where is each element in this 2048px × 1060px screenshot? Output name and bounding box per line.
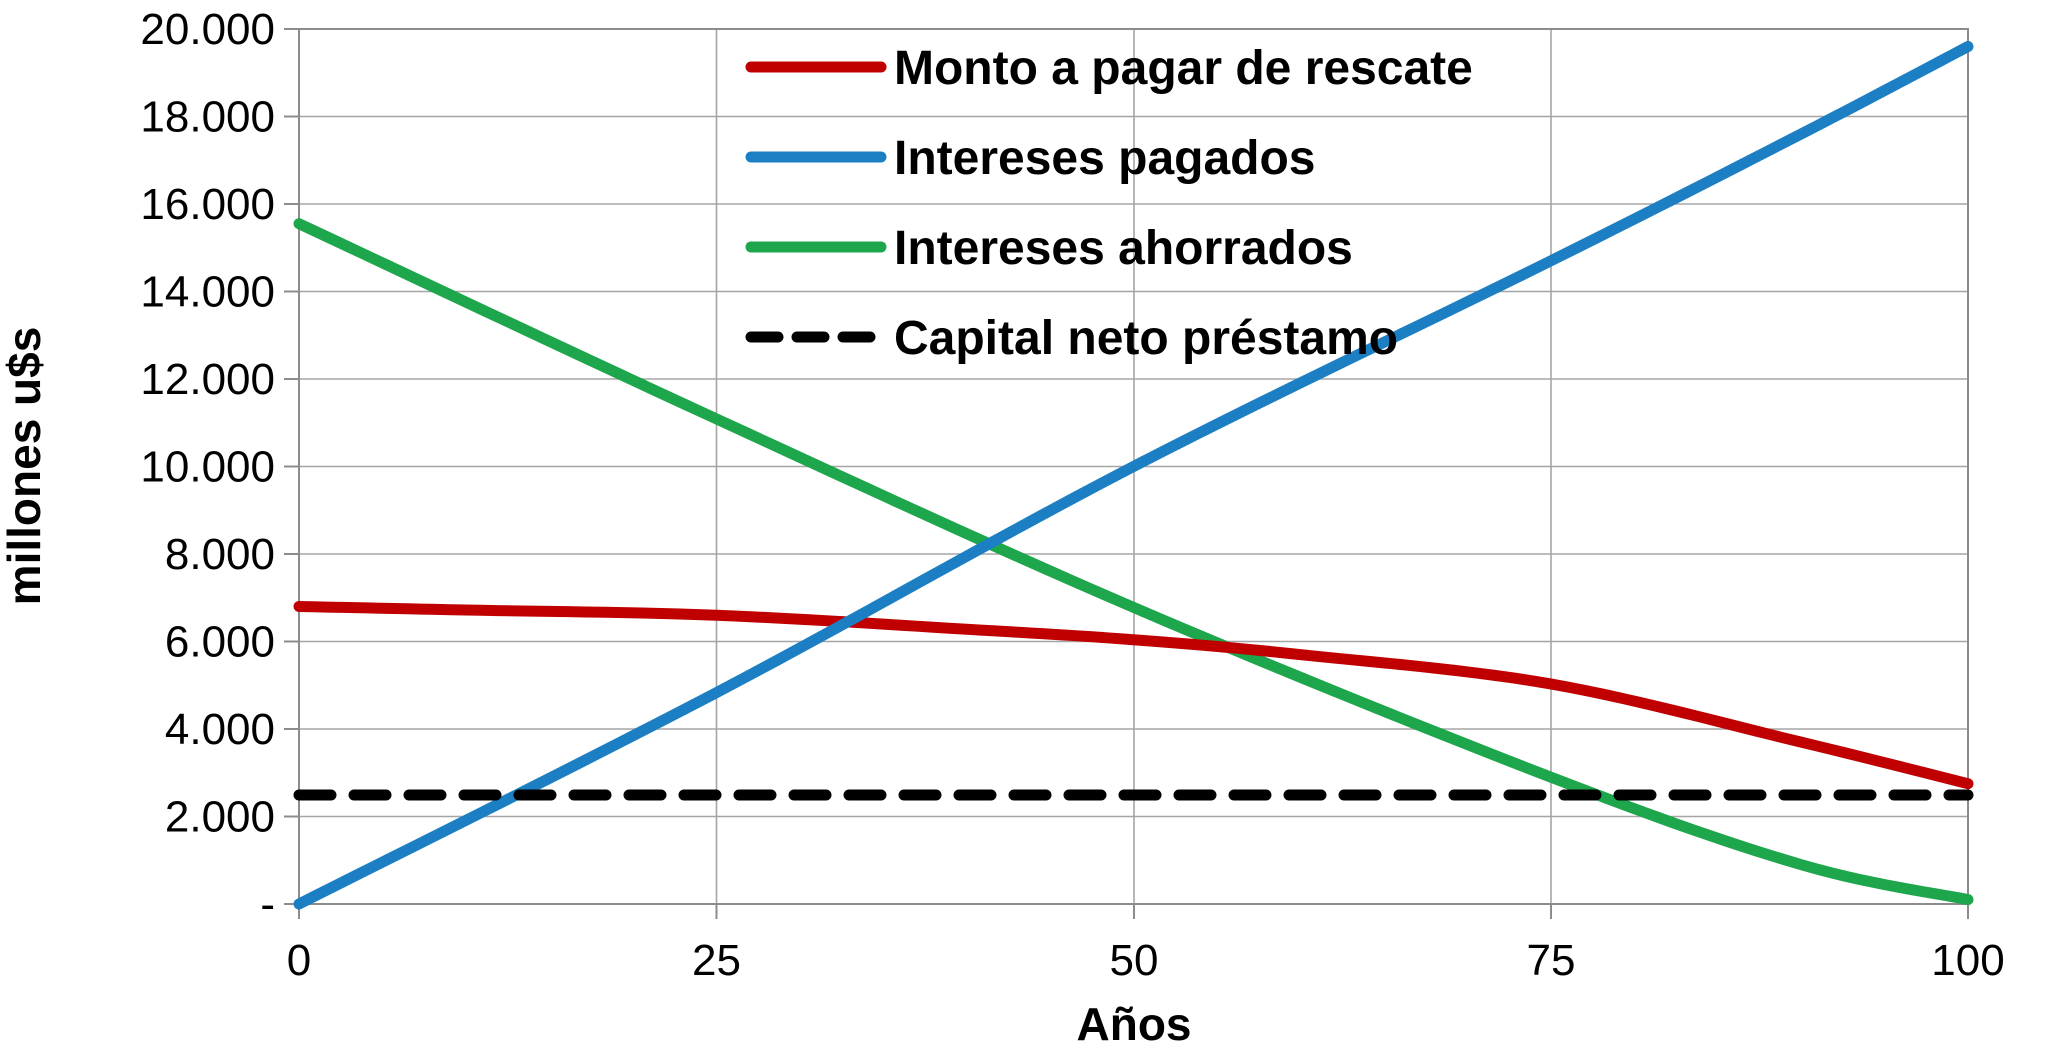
svg-text:18.000: 18.000 [140,93,275,142]
svg-text:2.000: 2.000 [165,793,275,842]
svg-text:12.000: 12.000 [140,355,275,404]
svg-text:4.000: 4.000 [165,705,275,754]
svg-text:20.000: 20.000 [140,5,275,54]
svg-text:6.000: 6.000 [165,618,275,667]
svg-text:50: 50 [1110,936,1159,985]
svg-text:Monto a pagar de rescate: Monto a pagar de rescate [894,42,1473,95]
svg-text:75: 75 [1527,936,1576,985]
svg-text:8.000: 8.000 [165,530,275,579]
svg-text:14.000: 14.000 [140,268,275,317]
svg-text:16.000: 16.000 [140,180,275,229]
svg-text:Capital neto préstamo: Capital neto préstamo [894,312,1398,365]
svg-text:10.000: 10.000 [140,443,275,492]
svg-text:0: 0 [287,936,311,985]
svg-text:millones u$s: millones u$s [0,327,50,606]
svg-text:Años: Años [1077,998,1192,1050]
svg-text:-: - [260,880,275,929]
svg-text:Intereses ahorrados: Intereses ahorrados [894,222,1353,275]
svg-text:25: 25 [692,936,741,985]
svg-text:Intereses pagados: Intereses pagados [894,132,1316,185]
svg-text:100: 100 [1931,936,2004,985]
